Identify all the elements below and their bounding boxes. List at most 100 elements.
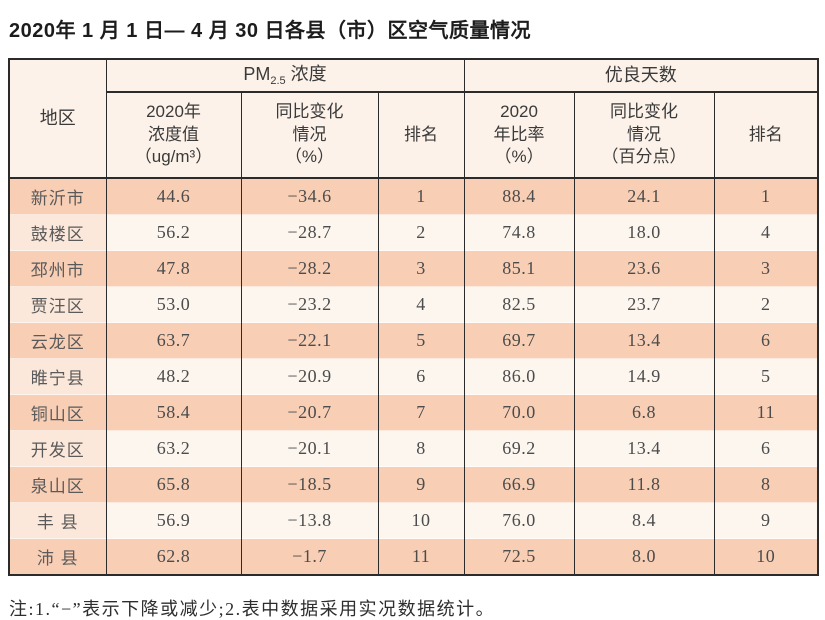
table-row: 贾汪区 53.0 −23.2 4 82.5 23.7 2 (8, 286, 819, 323)
cell-pm-value: 62.8 (105, 538, 242, 575)
cell-good-rate: 69.2 (463, 430, 575, 467)
cell-pm-rank: 3 (377, 250, 465, 287)
cell-good-rate: 66.9 (463, 466, 575, 503)
cell-pm-rank: 7 (377, 394, 465, 431)
cell-good-rank: 1 (713, 177, 819, 215)
cell-region: 丰 县 (8, 502, 107, 539)
cell-pm-rank: 2 (377, 214, 465, 251)
page-title: 2020年 1 月 1 日— 4 月 30 日各县（市）区空气质量情况 (9, 20, 532, 42)
cell-good-rank: 2 (713, 286, 819, 323)
cell-region: 铜山区 (8, 394, 107, 431)
cell-pm-change: −20.1 (240, 430, 379, 467)
pm25-label-rest: 浓度 (285, 64, 327, 85)
cell-good-rate: 74.8 (463, 214, 575, 251)
cell-good-rank: 8 (713, 466, 819, 503)
col-header-pm-rank: 排名 (377, 92, 465, 179)
col-header-good-rank: 排名 (713, 92, 819, 179)
col-header-pm-value: 2020年 浓度值 （ug/m³） (105, 92, 242, 179)
pm25-subscript: 2.5 (270, 75, 286, 88)
cell-pm-value: 48.2 (105, 358, 242, 395)
cell-pm-change: −18.5 (240, 466, 379, 503)
cell-pm-value: 63.7 (105, 322, 242, 359)
cell-good-rank: 9 (713, 502, 819, 539)
cell-pm-change: −22.1 (240, 322, 379, 359)
col-header-good-change: 同比变化 情况 （百分点） (573, 92, 715, 179)
table-row: 云龙区 63.7 −22.1 5 69.7 13.4 6 (8, 322, 819, 359)
table-row: 铜山区 58.4 −20.7 7 70.0 6.8 11 (8, 394, 819, 431)
table-row: 泉山区 65.8 −18.5 9 66.9 11.8 8 (8, 466, 819, 503)
table-body: 新沂市 44.6 −34.6 1 88.4 24.1 1 鼓楼区 56.2 −2… (8, 177, 819, 575)
cell-good-rank: 6 (713, 430, 819, 467)
cell-pm-rank: 8 (377, 430, 465, 467)
cell-good-rate: 69.7 (463, 322, 575, 359)
cell-pm-rank: 1 (377, 177, 465, 215)
cell-pm-rank: 10 (377, 502, 465, 539)
cell-good-change: 11.8 (573, 466, 715, 503)
col-header-pm-change: 同比变化 情况 （%） (240, 92, 379, 179)
cell-pm-value: 58.4 (105, 394, 242, 431)
footnote: 注:1.“−”表示下降或减少;2.表中数据采用实况数据统计。 (9, 599, 496, 619)
cell-region: 沛 县 (8, 538, 107, 575)
cell-good-rate: 76.0 (463, 502, 575, 539)
cell-pm-value: 65.8 (105, 466, 242, 503)
cell-pm-change: −28.2 (240, 250, 379, 287)
cell-good-rate: 85.1 (463, 250, 575, 287)
cell-pm-change: −13.8 (240, 502, 379, 539)
cell-good-rate: 70.0 (463, 394, 575, 431)
cell-pm-rank: 11 (377, 538, 465, 575)
cell-region: 睢宁县 (8, 358, 107, 395)
cell-pm-rank: 9 (377, 466, 465, 503)
cell-region: 开发区 (8, 430, 107, 467)
col-group-good-days: 优良天数 (463, 59, 819, 93)
cell-good-rate: 88.4 (463, 177, 575, 215)
cell-pm-rank: 6 (377, 358, 465, 395)
cell-pm-rank: 5 (377, 322, 465, 359)
cell-pm-change: −34.6 (240, 177, 379, 215)
table-row: 丰 县 56.9 −13.8 10 76.0 8.4 9 (8, 502, 819, 539)
cell-region: 云龙区 (8, 322, 107, 359)
table-row: 沛 县 62.8 −1.7 11 72.5 8.0 10 (8, 538, 819, 575)
cell-good-rank: 11 (713, 394, 819, 431)
cell-pm-change: −1.7 (240, 538, 379, 575)
cell-good-change: 14.9 (573, 358, 715, 395)
cell-good-change: 18.0 (573, 214, 715, 251)
cell-pm-value: 53.0 (105, 286, 242, 323)
table-row: 鼓楼区 56.2 −28.7 2 74.8 18.0 4 (8, 214, 819, 251)
cell-good-change: 8.0 (573, 538, 715, 575)
cell-good-change: 24.1 (573, 177, 715, 215)
cell-region: 邳州市 (8, 250, 107, 287)
cell-region: 泉山区 (8, 466, 107, 503)
cell-pm-value: 56.9 (105, 502, 242, 539)
cell-good-rank: 3 (713, 250, 819, 287)
cell-pm-value: 56.2 (105, 214, 242, 251)
cell-good-change: 23.7 (573, 286, 715, 323)
cell-pm-change: −20.9 (240, 358, 379, 395)
cell-pm-value: 63.2 (105, 430, 242, 467)
cell-good-rank: 6 (713, 322, 819, 359)
col-header-good-rate: 2020 年比率 （%） (463, 92, 575, 179)
air-quality-table: 地区 PM2.5 浓度 优良天数 2020年 浓度值 （ug/m³） 同比变化 … (8, 58, 820, 576)
header-sub-row: 2020年 浓度值 （ug/m³） 同比变化 情况 （%） 排名 2020 年比… (9, 92, 819, 179)
cell-good-rank: 5 (713, 358, 819, 395)
table-row: 开发区 63.2 −20.1 8 69.2 13.4 6 (8, 430, 819, 467)
cell-good-rate: 82.5 (463, 286, 575, 323)
col-header-region: 地区 (8, 59, 107, 179)
cell-pm-value: 47.8 (105, 250, 242, 287)
cell-region: 鼓楼区 (8, 214, 107, 251)
cell-pm-change: −20.7 (240, 394, 379, 431)
cell-pm-value: 44.6 (105, 177, 242, 215)
cell-pm-change: −28.7 (240, 214, 379, 251)
table-header: 地区 PM2.5 浓度 优良天数 2020年 浓度值 （ug/m³） 同比变化 … (8, 59, 819, 179)
cell-good-change: 6.8 (573, 394, 715, 431)
cell-good-change: 23.6 (573, 250, 715, 287)
cell-good-rank: 4 (713, 214, 819, 251)
cell-good-change: 8.4 (573, 502, 715, 539)
table-row: 新沂市 44.6 −34.6 1 88.4 24.1 1 (8, 177, 819, 215)
header-group-row: 地区 PM2.5 浓度 优良天数 (8, 59, 819, 179)
cell-good-rate: 72.5 (463, 538, 575, 575)
col-group-pm25: PM2.5 浓度 (105, 59, 465, 93)
cell-good-rank: 10 (713, 538, 819, 575)
cell-good-change: 13.4 (573, 430, 715, 467)
cell-good-change: 13.4 (573, 322, 715, 359)
cell-region: 新沂市 (8, 177, 107, 215)
